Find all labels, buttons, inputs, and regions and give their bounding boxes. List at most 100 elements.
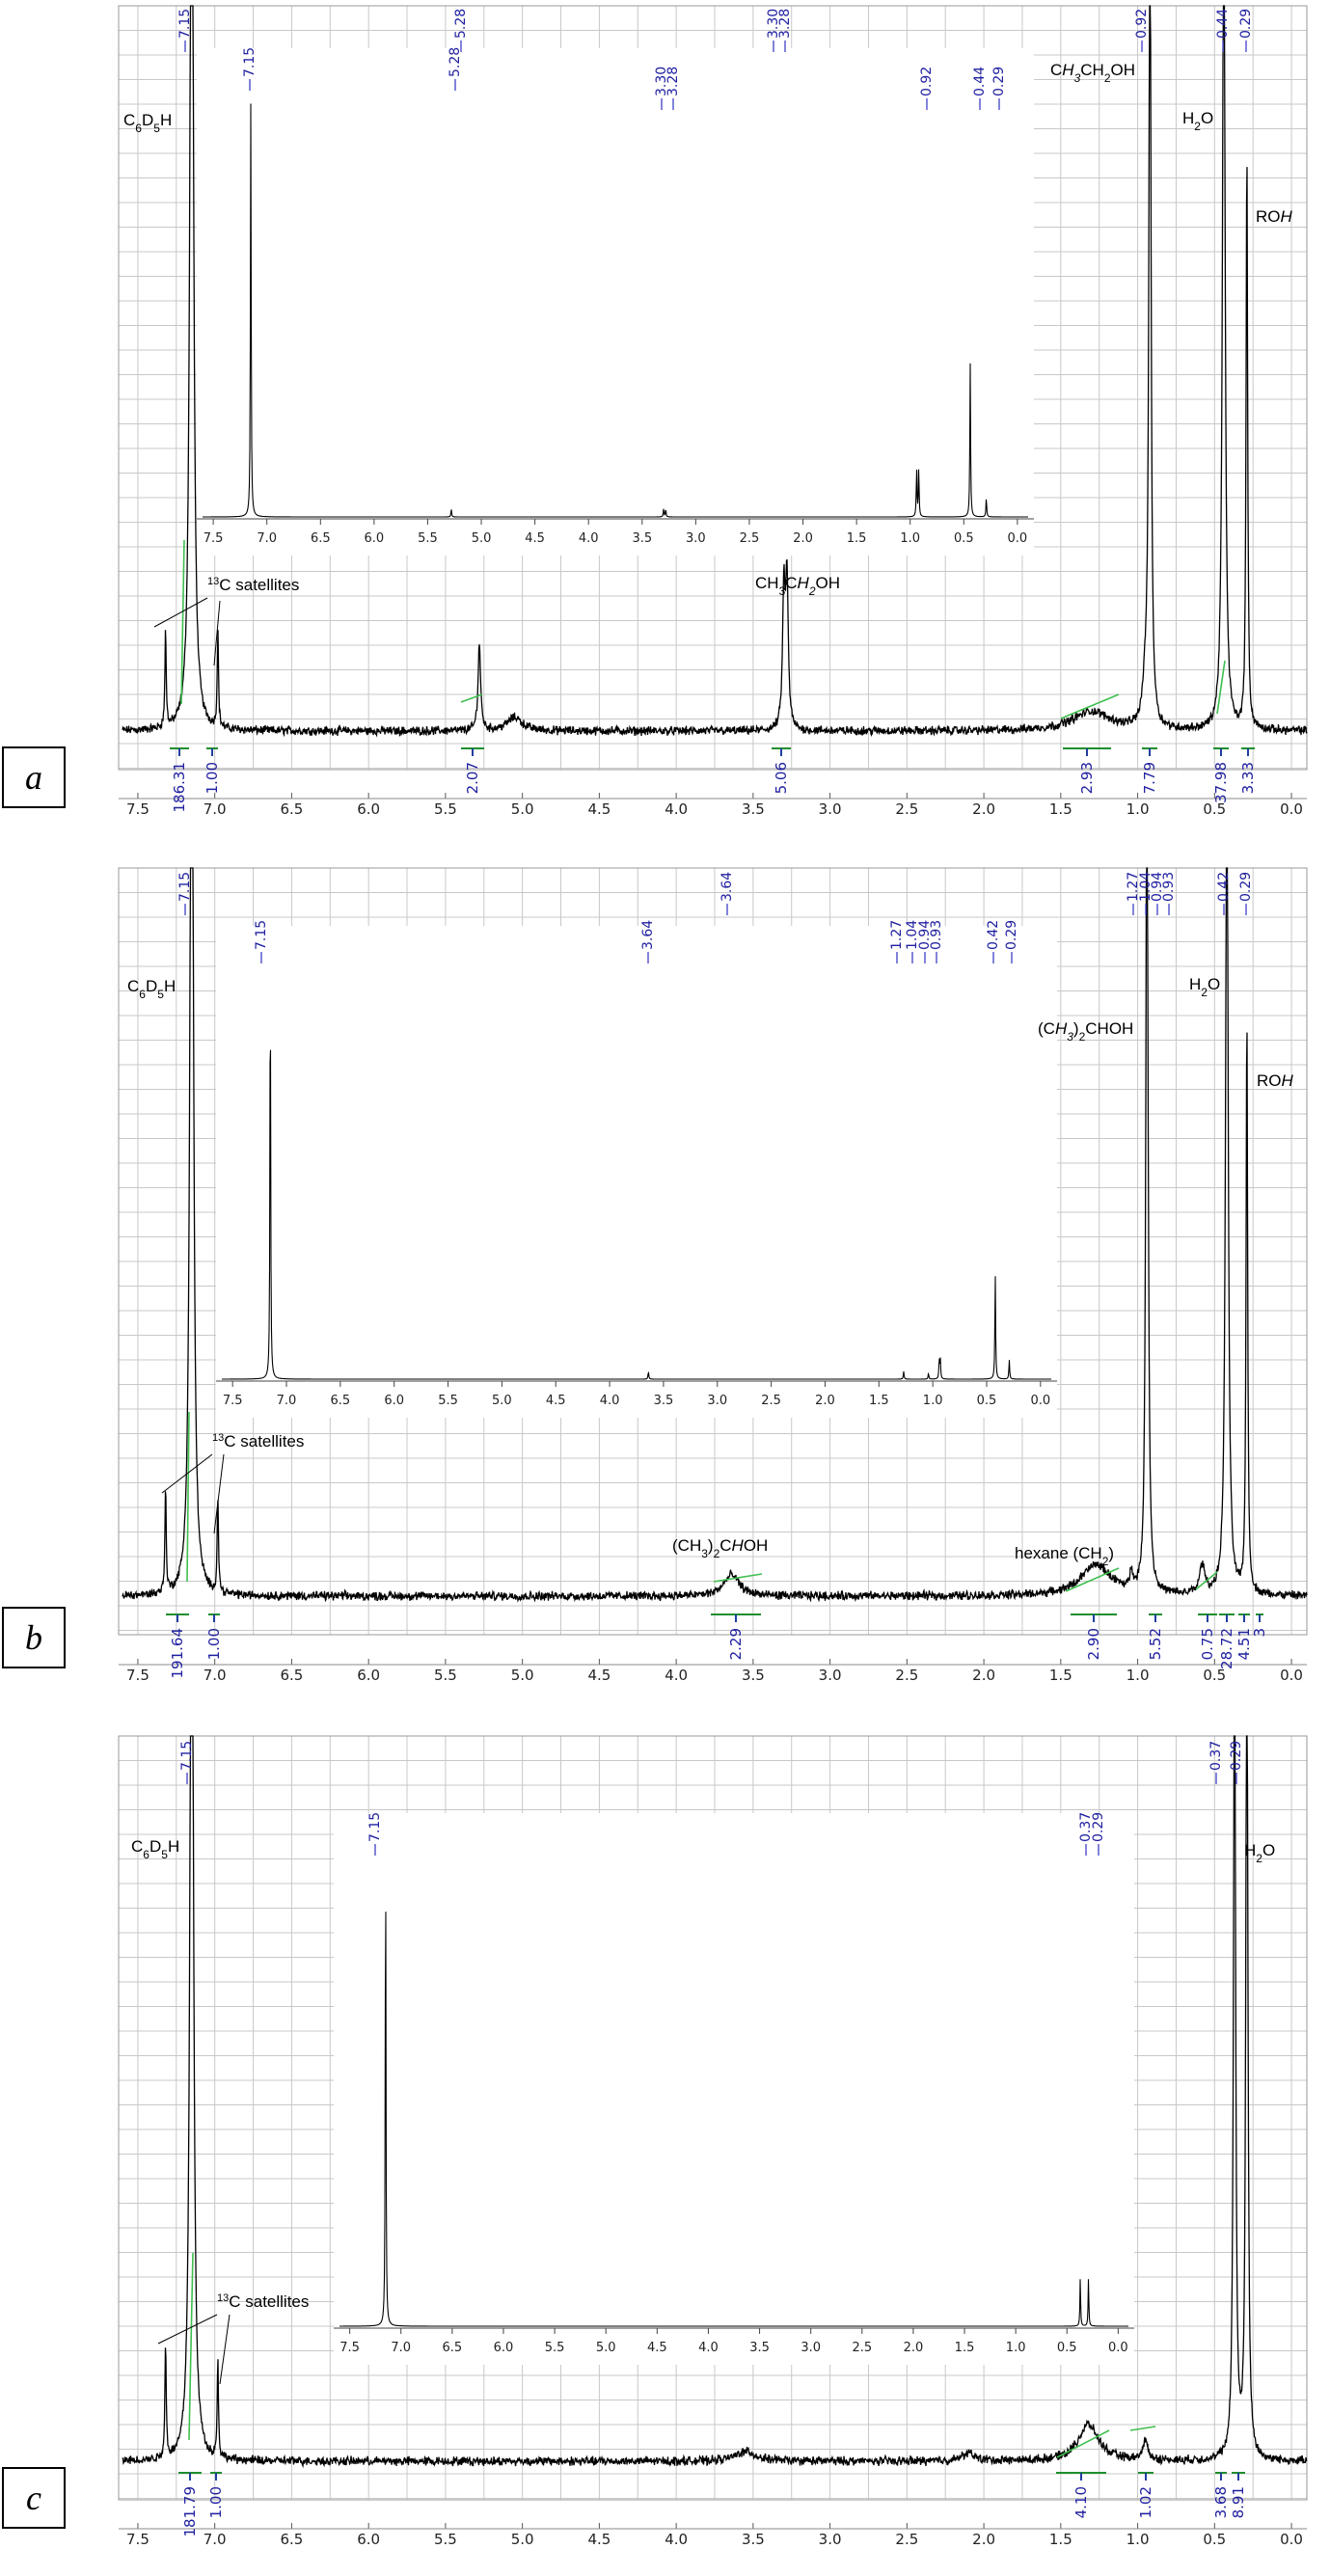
inset-tick-label: 5.0 [596,2341,616,2355]
annotation-ch3: (CH3)2CHOH [1038,1019,1133,1044]
inset-tick-label: 7.5 [223,1394,243,1408]
peak-label: 3.64 [719,872,735,902]
annotation-ch2: CH3CH2OH [755,574,840,598]
inset-spectrum: 7.5 7.0 6.5 6.0 5.5 5.0 4.5 4.0 3.5 3.0 2.5 2.0 1.5 1… [334,1813,1134,2365]
x-tick-label: 1.0 [1126,2531,1150,2548]
annotation-roh: ROH [1257,1071,1294,1090]
x-tick-label: 3.0 [819,1667,842,1684]
x-tick-label: 4.0 [665,800,688,818]
x-tick-label: 1.0 [1126,1667,1150,1684]
plot-frame [118,1735,1308,2501]
x-tick-label: 7.5 [126,2531,149,2548]
peak-label: 3.28 [665,67,681,96]
inset-trace [203,103,1028,518]
integral-value: 37.98 [1212,762,1230,803]
x-tick-label: 3.0 [819,800,842,818]
x-tick-label: 2.5 [895,800,918,818]
annotation-ch: (CH3)2CHOH [672,1536,768,1560]
x-tick-label: 2.5 [895,2531,918,2548]
x-tick-label: 2.0 [972,800,995,818]
peak-label: 1.04 [1138,872,1154,902]
inset-tick-label: 1.0 [900,531,920,546]
inset-tick-label: 4.0 [579,531,599,546]
inset-tick-label: 7.0 [391,2341,411,2355]
integral-value: 5.52 [1147,1628,1164,1660]
inset-tick-label: 1.0 [923,1394,943,1408]
inset-tick-label: 1.5 [847,531,867,546]
integral-value: 1.02 [1137,2486,1154,2518]
panel-label-b: b [2,1607,66,1668]
x-tick-label: 5.0 [511,1667,534,1684]
panel-label-c: c [2,2467,66,2529]
annotation-13c-satellites: 13C satellites [217,2292,309,2311]
inset-tick-label: 6.0 [494,2341,514,2355]
plot-frame [118,5,1308,771]
x-tick-label: 3.5 [742,2531,765,2548]
x-tick-label: 5.0 [511,800,534,818]
peak-label: 0.94 [1150,872,1165,902]
x-tick-label: 3.5 [742,800,765,818]
integral-value: 5.06 [773,762,790,794]
integral-curve [180,539,185,705]
integral-value: 8.91 [1230,2486,1247,2518]
annotation-solvent: C6D5H [131,1837,179,1861]
x-tick-label: 6.5 [280,2531,303,2548]
peak-label: 3.64 [640,920,656,950]
annotation-leader [157,2314,218,2345]
x-tick-label: 6.0 [357,1667,380,1684]
inset-tick-label: 0.5 [977,1394,997,1408]
inset-tick-label: 3.0 [801,2341,821,2355]
plot-frame [118,867,1308,1636]
inset-tick-label: 4.0 [600,1394,620,1408]
integral-curve [1060,693,1120,719]
integral-value: 2.90 [1085,1628,1102,1660]
x-tick-label: 5.5 [434,800,457,818]
inset-tick-label: 5.5 [438,1394,458,1408]
peak-label: 0.29 [1229,1741,1244,1771]
integral-value: 2.29 [727,1628,745,1660]
peak-label: 0.29 [1004,920,1019,950]
inset-tick-label: 5.0 [472,531,492,546]
inset-tick-label: 0.0 [1008,531,1028,546]
inset-tick-label: 7.0 [277,1394,297,1408]
inset-tick-label: 0.0 [1030,1394,1050,1408]
x-tick-label: 6.0 [357,2531,380,2548]
x-tick-label: 4.5 [587,2531,611,2548]
integral-curve [186,1411,190,1583]
annotation-hexane: hexane (CH2) [1015,1544,1114,1568]
inset-tick-label: 5.0 [492,1394,512,1408]
inset-tick-label: 1.5 [955,2341,975,2355]
x-tick-label: 0.5 [1203,2531,1226,2548]
peak-label: 0.92 [919,67,935,96]
inset-tick-label: 6.0 [365,531,385,546]
annotation-water: H2O [1189,975,1220,999]
inset-tick-label: 3.5 [632,531,652,546]
annotation-13c-satellites: 13C satellites [212,1432,304,1451]
peak-label: 0.29 [1238,9,1254,39]
peak-label: 1.27 [889,920,905,950]
panel-label-a: a [2,746,66,808]
x-tick-label: 1.5 [1049,2531,1072,2548]
inset-spectrum: 7.5 7.0 6.5 6.0 5.5 5.0 4.5 4.0 3.5 3.0 2.5 2.0 1.5 1… [216,926,1057,1418]
inset-tick-label: 4.5 [647,2341,667,2355]
x-tick-label: 0.0 [1280,1667,1303,1684]
inset-tick-label: 6.5 [311,531,331,546]
x-tick-label: 0.0 [1280,2531,1303,2548]
integral-value: 3.33 [1239,762,1257,794]
inset-tick-label: 0.5 [954,531,974,546]
inset-tick-label: 6.5 [331,1394,351,1408]
peak-label: 0.93 [1161,872,1177,902]
peak-label: 3.28 [777,9,793,39]
integral-value: 4.10 [1072,2486,1090,2518]
inset-tick-label: 4.5 [525,531,545,546]
peak-label: 5.28 [453,9,469,39]
integral-curve [713,1573,763,1583]
inset-background [197,48,1034,556]
integral-curve [1056,2429,1110,2458]
annotation-solvent: C6D5H [127,977,176,1001]
x-tick-label: 1.5 [1049,1667,1072,1684]
inset-tick-label: 7.0 [257,531,277,546]
integral-value: 1.00 [204,762,221,794]
x-tick-label: 2.0 [972,2531,995,2548]
